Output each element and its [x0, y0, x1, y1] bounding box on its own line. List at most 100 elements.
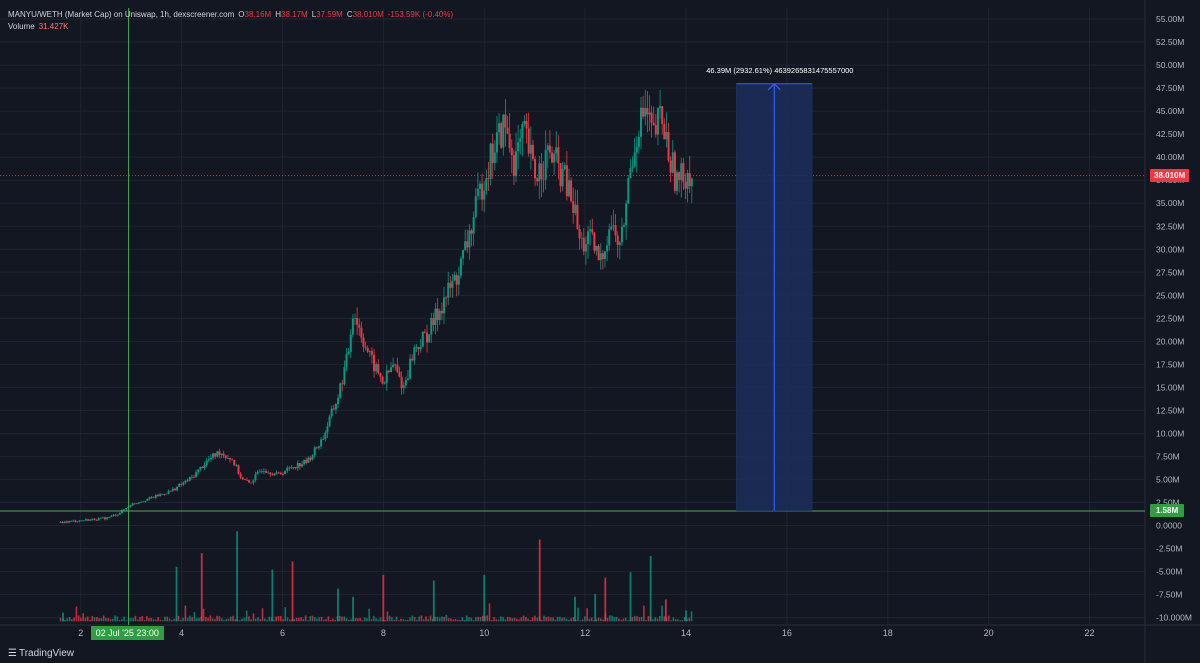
- candle-body: [665, 132, 668, 140]
- volume-bar: [466, 615, 468, 622]
- volume-bar: [515, 618, 518, 622]
- candle-body: [635, 146, 638, 153]
- candle-body: [63, 521, 66, 524]
- volume-bar: [563, 617, 566, 622]
- volume-bar: [531, 617, 534, 622]
- candle-body: [89, 519, 92, 521]
- volume-bar: [298, 617, 300, 622]
- candle-body: [618, 242, 621, 245]
- candle-body: [252, 480, 255, 483]
- volume-bar: [609, 615, 611, 622]
- volume-bar: [229, 616, 232, 622]
- candle-body: [78, 520, 81, 522]
- volume-bar: [125, 620, 128, 622]
- candle-body: [661, 106, 664, 124]
- candle-body: [80, 520, 83, 522]
- volume-bar: [202, 608, 205, 622]
- volume-bar: [472, 619, 475, 622]
- candle-body: [523, 121, 526, 124]
- candle-body: [553, 153, 556, 163]
- candle-body: [557, 147, 560, 164]
- volume-bar: [161, 620, 164, 622]
- volume-bar: [432, 580, 435, 622]
- x-tick-label: 2: [78, 628, 83, 638]
- volume-bar: [323, 619, 325, 622]
- candle-body: [237, 465, 240, 474]
- candle-body: [182, 482, 185, 485]
- volume-bar: [461, 617, 464, 622]
- volume-bar: [664, 599, 667, 622]
- volume-bar: [84, 617, 87, 622]
- x-tick-label: 6: [280, 628, 285, 638]
- candle-body: [192, 476, 195, 478]
- volume-bar: [627, 620, 629, 622]
- candle-body: [690, 178, 693, 187]
- volume-bar: [363, 617, 366, 622]
- volume-bar: [91, 615, 94, 622]
- volume-bar: [570, 618, 573, 622]
- candle-body: [156, 494, 159, 496]
- candle-body: [400, 376, 403, 389]
- volume-bar: [150, 617, 153, 622]
- volume-bar: [116, 616, 119, 622]
- volume-bar: [71, 619, 73, 622]
- volume-bar: [429, 615, 432, 622]
- volume-bar: [236, 531, 238, 622]
- candle-body: [154, 494, 157, 498]
- candle-body: [457, 275, 460, 285]
- candle-body: [334, 403, 337, 410]
- candle-body: [606, 245, 609, 252]
- candle-body: [404, 380, 407, 386]
- candle-body: [267, 472, 270, 474]
- candle-body: [205, 460, 208, 465]
- y-tick-label: 2.50M: [1156, 498, 1180, 508]
- volume-bar: [500, 616, 502, 622]
- candle-body: [239, 473, 242, 478]
- volume-bar: [652, 619, 654, 622]
- candle-body: [137, 502, 140, 504]
- volume-bar: [243, 617, 246, 622]
- volume-bar: [82, 613, 85, 622]
- candle-body: [623, 224, 626, 227]
- candle-body: [555, 147, 558, 154]
- volume-bar: [295, 617, 298, 622]
- volume-bar: [214, 619, 216, 622]
- candle-body: [449, 282, 452, 288]
- candle-body: [599, 253, 602, 261]
- volume-bar: [98, 618, 100, 622]
- candle-body: [423, 331, 426, 333]
- candle-body: [99, 517, 102, 519]
- candle-body: [203, 464, 206, 469]
- volume-bar: [175, 566, 178, 622]
- volume-bar: [139, 617, 141, 622]
- volume-bar: [683, 616, 686, 622]
- candle-body: [546, 145, 549, 150]
- volume-bar: [633, 615, 636, 622]
- volume-bar: [624, 617, 627, 622]
- candle-body: [474, 196, 477, 218]
- candle-body: [682, 163, 685, 182]
- candle-body: [688, 173, 691, 187]
- volume-bar: [615, 616, 618, 622]
- candle-body: [301, 464, 304, 467]
- volume-bar: [640, 616, 643, 622]
- volume-bar: [102, 615, 105, 622]
- candle-body: [574, 204, 577, 213]
- candle-body: [561, 169, 564, 187]
- candle-body: [220, 453, 223, 455]
- volume-bar: [338, 615, 341, 622]
- candle-body: [451, 280, 454, 288]
- candle-body: [466, 241, 469, 248]
- volume-bar: [577, 607, 579, 622]
- volume-bar: [636, 616, 638, 622]
- volume-bar: [606, 617, 609, 622]
- volume-bar: [293, 619, 296, 622]
- volume-bar: [422, 619, 425, 622]
- crosshair-time-tag: 02 Jul '25 23:00: [90, 626, 164, 640]
- volume-bar: [431, 618, 434, 622]
- volume-bar: [164, 616, 166, 622]
- volume-bar: [674, 619, 677, 622]
- candle-body: [271, 474, 274, 476]
- volume-bar: [502, 616, 504, 622]
